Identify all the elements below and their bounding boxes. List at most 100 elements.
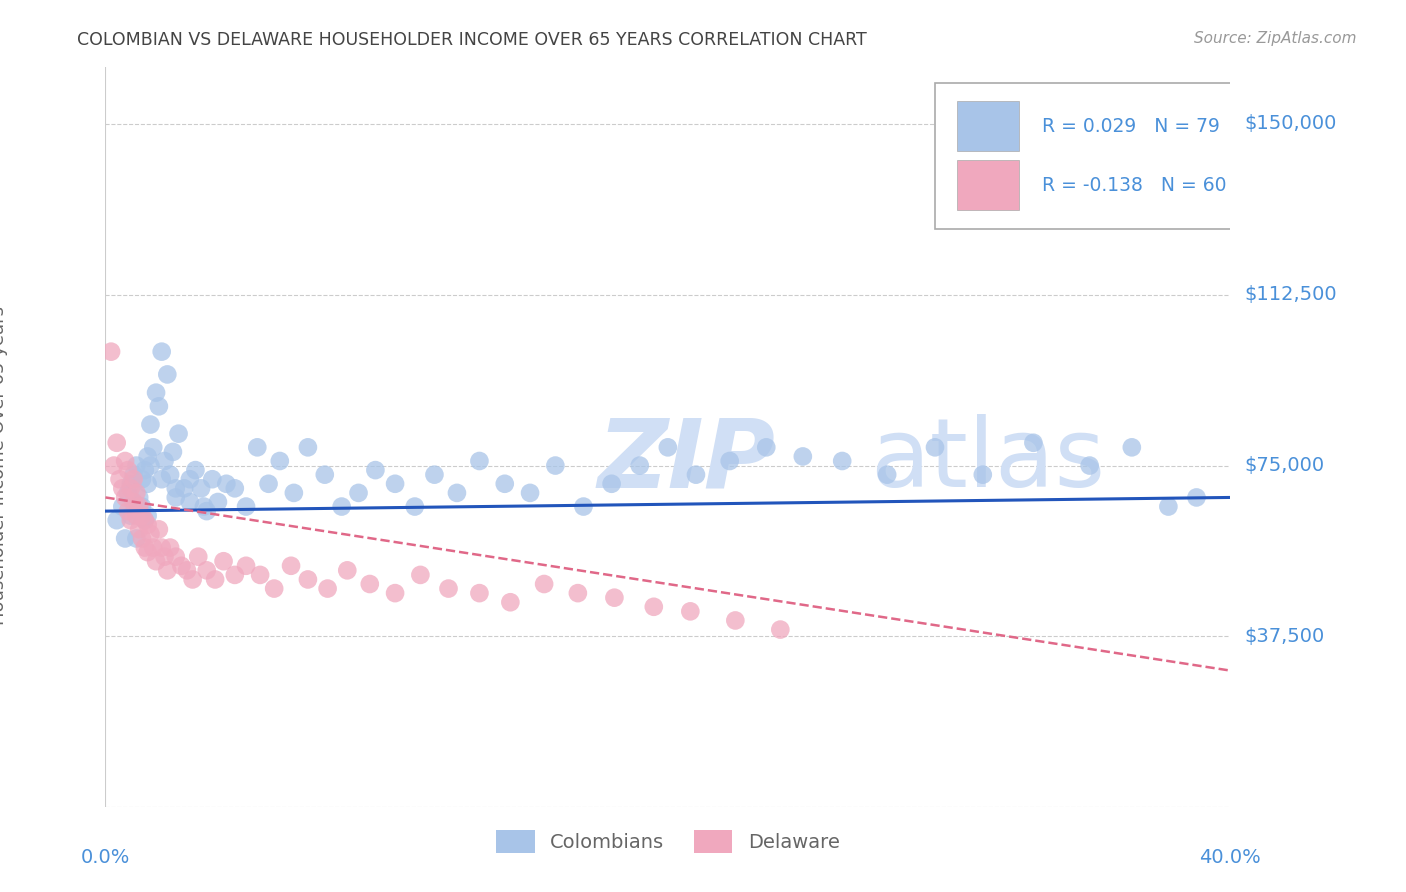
Point xyxy=(111,500,134,514)
Point xyxy=(136,508,159,523)
Point xyxy=(117,486,139,500)
Point xyxy=(792,450,814,464)
Point xyxy=(364,463,387,477)
Point xyxy=(1157,500,1180,514)
Point xyxy=(924,440,946,454)
Point xyxy=(134,513,156,527)
Point xyxy=(114,491,136,505)
Point xyxy=(404,500,426,514)
Point xyxy=(108,472,131,486)
Point xyxy=(184,463,207,477)
Point xyxy=(257,476,280,491)
Point xyxy=(165,481,187,495)
Point xyxy=(131,532,153,546)
Point xyxy=(679,604,702,618)
Point xyxy=(128,500,150,514)
Point xyxy=(280,558,302,573)
Point xyxy=(316,582,339,596)
Point xyxy=(195,504,218,518)
Point xyxy=(156,368,179,382)
Point xyxy=(181,573,204,587)
Point xyxy=(603,591,626,605)
Text: R = -0.138   N = 60: R = -0.138 N = 60 xyxy=(1042,176,1226,194)
Point xyxy=(533,577,555,591)
Point xyxy=(122,472,145,486)
Point xyxy=(283,486,305,500)
Point xyxy=(423,467,446,482)
Point xyxy=(114,532,136,546)
Point xyxy=(139,527,162,541)
Point xyxy=(187,549,209,564)
Point xyxy=(153,549,176,564)
FancyBboxPatch shape xyxy=(957,101,1019,151)
Point xyxy=(179,495,201,509)
Text: $37,500: $37,500 xyxy=(1244,627,1324,646)
Point xyxy=(204,573,226,587)
Point xyxy=(179,472,201,486)
Text: R = 0.029   N = 79: R = 0.029 N = 79 xyxy=(1042,117,1220,136)
Point xyxy=(544,458,567,473)
Point xyxy=(139,417,162,432)
Point xyxy=(263,582,285,596)
Point xyxy=(131,508,153,523)
Point xyxy=(105,513,128,527)
Point xyxy=(628,458,651,473)
Point xyxy=(336,563,359,577)
Point xyxy=(167,426,190,441)
Point xyxy=(176,563,198,577)
Point xyxy=(572,500,595,514)
Point xyxy=(142,440,165,454)
Point xyxy=(114,454,136,468)
Point xyxy=(173,481,195,495)
Point xyxy=(103,458,125,473)
Point xyxy=(201,472,224,486)
Point xyxy=(685,467,707,482)
Point xyxy=(499,595,522,609)
Point xyxy=(100,344,122,359)
Text: COLOMBIAN VS DELAWARE HOUSEHOLDER INCOME OVER 65 YEARS CORRELATION CHART: COLOMBIAN VS DELAWARE HOUSEHOLDER INCOME… xyxy=(77,31,868,49)
Point xyxy=(1121,440,1143,454)
Point xyxy=(876,467,898,482)
Point xyxy=(224,568,246,582)
Text: Householder Income Over 65 years: Householder Income Over 65 years xyxy=(0,306,7,625)
Text: atlas: atlas xyxy=(870,415,1105,508)
Point xyxy=(384,586,406,600)
Point xyxy=(128,522,150,536)
Point xyxy=(718,454,741,468)
Point xyxy=(136,476,159,491)
Point xyxy=(657,440,679,454)
Point xyxy=(117,463,139,477)
Text: $150,000: $150,000 xyxy=(1244,114,1337,133)
Point xyxy=(195,563,218,577)
Point xyxy=(494,476,516,491)
Point xyxy=(150,541,173,555)
Point xyxy=(600,476,623,491)
Point xyxy=(347,486,370,500)
Point xyxy=(120,481,142,495)
Point xyxy=(1078,458,1101,473)
Point xyxy=(165,549,187,564)
Point xyxy=(314,467,336,482)
Point xyxy=(330,500,353,514)
Point xyxy=(136,450,159,464)
Point xyxy=(134,463,156,477)
Point xyxy=(139,458,162,473)
Point xyxy=(235,558,257,573)
Point xyxy=(117,504,139,518)
Point xyxy=(150,344,173,359)
Point xyxy=(156,563,179,577)
Point xyxy=(769,623,792,637)
Point xyxy=(165,491,187,505)
Point xyxy=(235,500,257,514)
Point xyxy=(246,440,269,454)
Point xyxy=(131,472,153,486)
Point xyxy=(125,508,148,523)
Text: $75,000: $75,000 xyxy=(1244,456,1324,475)
Point xyxy=(249,568,271,582)
Point xyxy=(224,481,246,495)
Point xyxy=(159,541,181,555)
Point xyxy=(128,491,150,505)
Point xyxy=(125,532,148,546)
Point xyxy=(468,454,491,468)
Point xyxy=(1185,491,1208,505)
